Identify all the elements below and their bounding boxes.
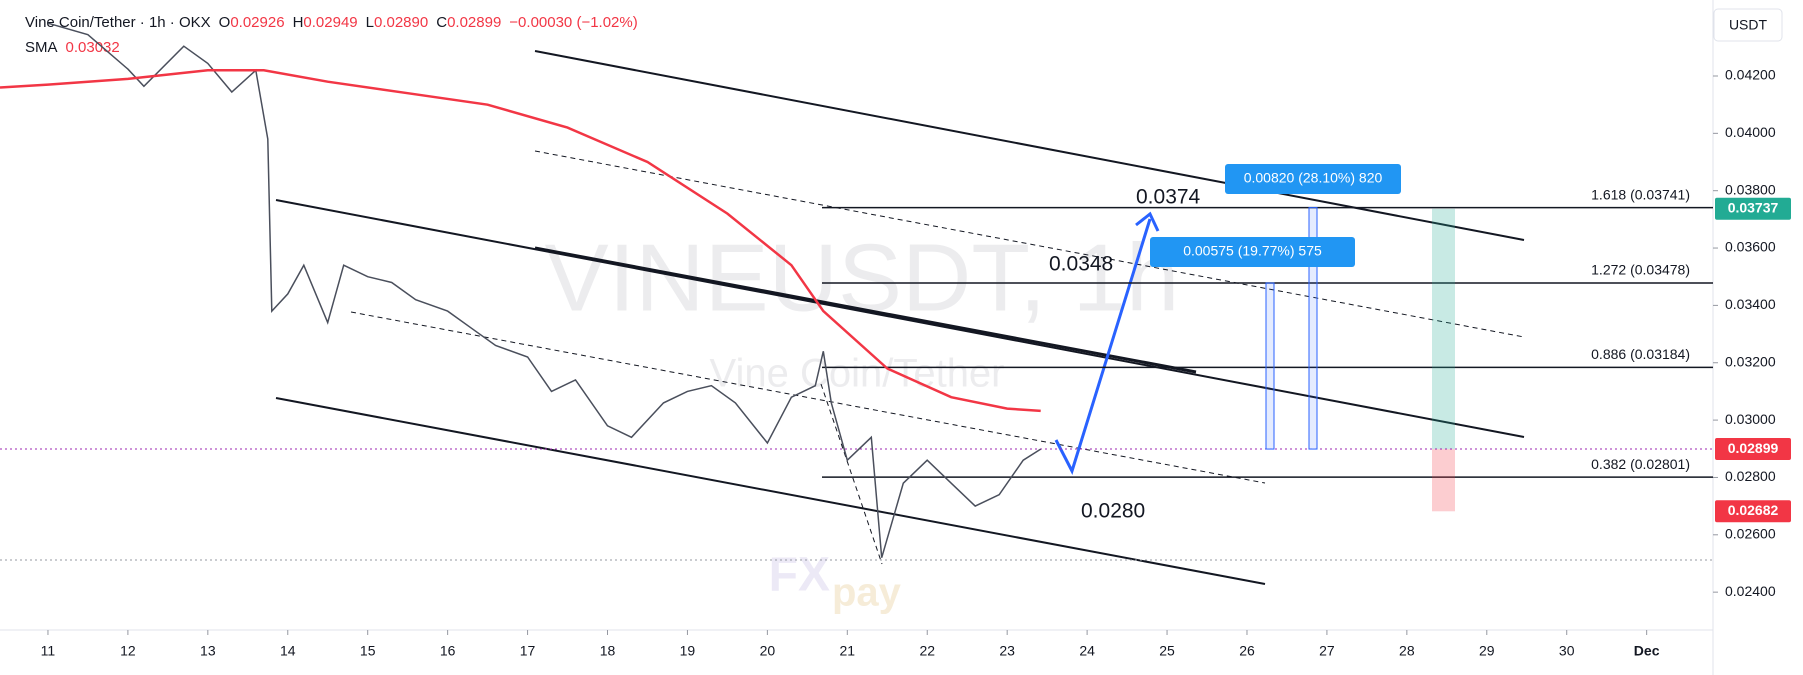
drawings: [0, 50, 1713, 585]
x-tick-label: 11: [41, 643, 56, 659]
x-tick-label: 29: [1479, 643, 1495, 659]
x-tick-label: 22: [919, 643, 935, 659]
symbol: Vine Coin/Tether · 1h · OKX: [25, 14, 211, 31]
ohlc-label: C: [436, 14, 447, 31]
price-label-box: [1715, 500, 1791, 523]
y-tick-label: 0.03800: [1725, 181, 1776, 197]
ohlc-value: 0.02949: [303, 14, 357, 31]
ohlc-label: H: [293, 14, 304, 31]
trend-line: [534, 246, 1197, 374]
y-tick-label: 0.03200: [1725, 353, 1776, 369]
x-tick-label: 26: [1239, 643, 1255, 659]
x-tick-label: 18: [600, 643, 616, 659]
x-tick-label: 23: [999, 643, 1015, 659]
ohlc-label: O: [219, 14, 231, 31]
measure-box: [1225, 164, 1401, 194]
x-tick-label: 19: [680, 643, 696, 659]
trend-line: [275, 199, 1525, 438]
x-tick-label: 30: [1559, 643, 1575, 659]
x-tick-label: 28: [1399, 643, 1415, 659]
logo: FX: [769, 549, 830, 602]
annotation: 0.0374: [1136, 186, 1201, 209]
x-tick-label: 13: [200, 643, 216, 659]
projection-arrow: [1054, 218, 1152, 475]
y-tick-label: 0.04200: [1725, 67, 1776, 83]
price-label-box: [1715, 197, 1791, 220]
ohlc-value: 0.02899: [447, 14, 501, 31]
y-tick-label: 0.02400: [1725, 583, 1776, 599]
price-label-box: [1715, 438, 1791, 461]
x-tick-label: 21: [840, 643, 856, 659]
y-tick-label: 0.03400: [1725, 296, 1776, 312]
fib-label: 0.382 (0.02801): [1591, 456, 1690, 472]
y-tick-label: 0.02600: [1725, 526, 1776, 542]
price-line: [47, 22, 1042, 558]
x-tick-label: 20: [760, 643, 776, 659]
header: Vine Coin/Tether · 1h · OKX O0.02926 H0.02…: [25, 8, 1783, 56]
currency[interactable]: USDT: [1729, 17, 1768, 33]
x-tick-label: 27: [1319, 643, 1335, 659]
trend-line: [534, 150, 1525, 338]
price-label: 0.03737: [1728, 199, 1779, 215]
y-tick-label: 0.04000: [1725, 124, 1776, 140]
price-label: 0.02682: [1728, 502, 1779, 518]
annotation: 0.0348: [1049, 253, 1113, 276]
sma-label: SMA: [25, 39, 58, 56]
watermark-subtitle: Vine Coin/Tether: [710, 352, 1005, 396]
sma-line: [0, 69, 1041, 413]
ohlc-value: 0.02890: [374, 14, 428, 31]
x-tick-label: 14: [280, 643, 296, 659]
measure-label: 0.00820 (28.10%) 820: [1244, 170, 1383, 186]
y-tick-label: 0.03600: [1725, 239, 1776, 255]
stop-zone: [1432, 449, 1455, 512]
currency-button[interactable]: [1713, 8, 1783, 42]
watermark-title: VINEUSDT, 1h: [545, 224, 1180, 331]
annotation: 0.0280: [1081, 500, 1145, 523]
measure-box: [1150, 237, 1355, 267]
ohlc-label: L: [366, 14, 374, 31]
trend-line: [350, 311, 1266, 484]
x-tick-label: 17: [520, 643, 536, 659]
measure-label: 0.00575 (19.77%) 575: [1183, 243, 1322, 259]
x-tick-label: 12: [120, 643, 136, 659]
fib-label: 0.886 (0.03184): [1591, 346, 1690, 362]
trend-line: [534, 50, 1525, 241]
legend-row: Vine Coin/Tether · 1h · OKX O0.02926 H0.02…: [25, 14, 638, 31]
target-zone: [1432, 208, 1455, 450]
sma-row: SMA 0.03032: [25, 39, 120, 56]
arrow-head: [1135, 211, 1160, 232]
x-tick-label: Dec: [1634, 643, 1660, 659]
x-tick-label: 24: [1079, 643, 1095, 659]
fib-label: 1.272 (0.03478): [1591, 262, 1690, 278]
logo: pay: [832, 571, 902, 615]
trend-line: [275, 397, 1266, 585]
trend-line: [820, 383, 883, 565]
x-tick-label: 16: [440, 643, 456, 659]
x-tick-label: 25: [1159, 643, 1175, 659]
measure-range: [1265, 282, 1275, 450]
sma-value: 0.03032: [66, 39, 120, 56]
x-tick-label: 15: [360, 643, 376, 659]
y-tick-label: 0.02800: [1725, 468, 1776, 484]
price-label: 0.02899: [1728, 440, 1779, 456]
ohlc-value: 0.02926: [230, 14, 284, 31]
fib-label: 1.618 (0.03741): [1591, 186, 1690, 202]
change: −0.00030 (−1.02%): [509, 14, 637, 31]
y-tick-label: 0.03000: [1725, 411, 1776, 427]
measure-range: [1308, 207, 1318, 450]
